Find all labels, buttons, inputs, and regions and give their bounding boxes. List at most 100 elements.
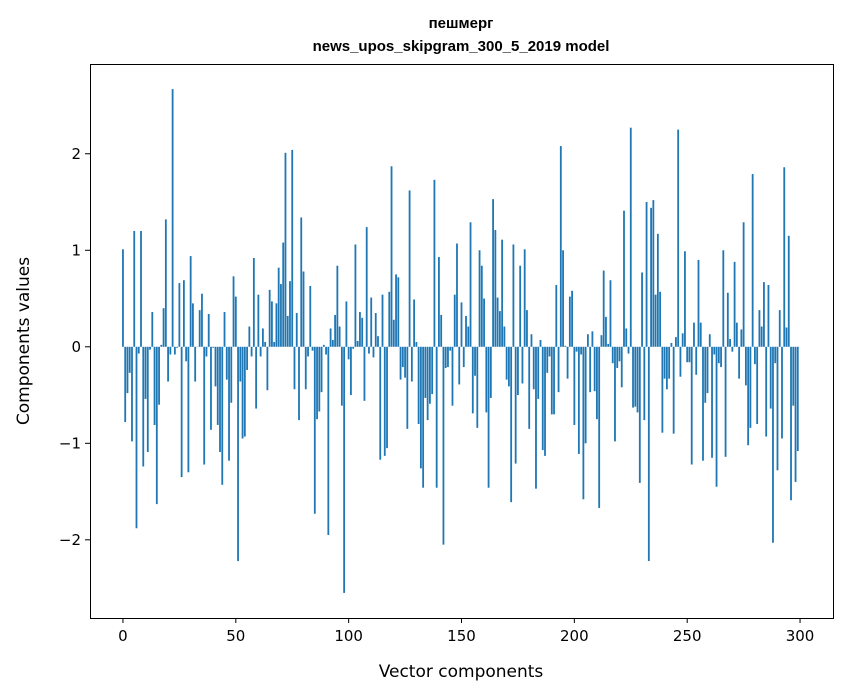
bar-component-4 — [131, 346, 133, 442]
x-tick-label: 100 — [334, 627, 363, 645]
bar-component-69 — [277, 267, 280, 347]
bar-component-118 — [388, 291, 391, 347]
bar-component-131 — [417, 346, 420, 425]
bar-component-280 — [754, 346, 756, 365]
bar-component-183 — [535, 346, 537, 489]
bar-component-172 — [510, 346, 513, 503]
bar-component-96 — [338, 326, 341, 347]
bar-component-72 — [284, 152, 287, 347]
bar-component-236 — [654, 294, 657, 347]
bar-component-99 — [345, 301, 348, 347]
bar-component-228 — [636, 346, 639, 413]
bar-component-15 — [155, 346, 158, 505]
bar-component-70 — [280, 284, 282, 347]
bar-component-38 — [207, 313, 210, 347]
bar-component-232 — [645, 202, 648, 347]
bar-component-3 — [128, 346, 131, 373]
bar-component-129 — [413, 299, 416, 347]
bar-component-16 — [158, 346, 160, 405]
bar-component-93 — [331, 340, 334, 347]
x-tick-label: 50 — [226, 627, 245, 645]
bar-component-244 — [672, 346, 675, 434]
bar-component-91 — [327, 346, 330, 535]
bar-component-161 — [485, 346, 488, 413]
bar-component-75 — [291, 149, 294, 347]
bar-component-5 — [133, 230, 136, 347]
bar-component-113 — [377, 336, 379, 347]
bar-component-165 — [494, 230, 497, 347]
bar-component-126 — [406, 346, 409, 429]
bar-component-177 — [521, 346, 524, 384]
bar-component-190 — [550, 346, 553, 415]
bar-component-115 — [381, 294, 384, 347]
bar-component-247 — [679, 346, 682, 377]
bar-component-137 — [431, 346, 434, 395]
bar-component-54 — [243, 346, 246, 437]
bar-component-212 — [600, 335, 603, 347]
bars-group — [122, 89, 799, 593]
bar-component-6 — [135, 346, 138, 529]
bar-component-121 — [395, 274, 397, 347]
bar-component-197 — [566, 346, 569, 379]
bar-component-104 — [356, 341, 359, 347]
bar-component-157 — [476, 346, 479, 428]
bar-component-174 — [514, 346, 517, 464]
bar-component-0 — [122, 249, 124, 347]
bar-component-261 — [711, 346, 713, 458]
bar-component-196 — [564, 345, 567, 347]
y-axis: −2 −1 0 1 2 — [59, 145, 90, 549]
bar-component-86 — [316, 346, 318, 420]
bar-component-219 — [616, 346, 619, 369]
bar-component-154 — [469, 222, 472, 347]
bar-component-146 — [451, 346, 454, 406]
bar-component-139 — [435, 346, 438, 488]
bar-component-277 — [747, 346, 750, 446]
bar-component-28 — [185, 346, 188, 362]
bar-component-60 — [257, 294, 260, 347]
bar-component-116 — [383, 346, 386, 456]
bar-component-143 — [444, 346, 447, 369]
bar-component-34 — [198, 310, 201, 347]
bar-component-194 — [559, 146, 562, 347]
y-axis-label: Components values — [14, 257, 34, 425]
bar-component-124 — [401, 346, 404, 368]
bar-component-53 — [241, 346, 244, 439]
bar-component-257 — [702, 346, 704, 461]
bar-component-206 — [586, 334, 589, 347]
bar-component-136 — [428, 346, 431, 404]
bar-component-178 — [523, 249, 526, 347]
bar-component-252 — [690, 346, 693, 465]
bar-component-57 — [250, 346, 253, 357]
bar-component-192 — [555, 285, 558, 347]
bar-component-226 — [632, 346, 634, 408]
bar-component-103 — [354, 244, 357, 347]
bar-component-80 — [302, 271, 305, 347]
bar-component-39 — [210, 346, 212, 430]
bar-component-227 — [634, 346, 637, 407]
y-tick-label: 2 — [71, 145, 81, 163]
bar-component-235 — [652, 200, 655, 347]
bar-component-117 — [386, 346, 388, 449]
bar-component-202 — [577, 346, 580, 454]
bar-component-148 — [456, 243, 458, 347]
bar-component-242 — [668, 346, 671, 379]
bar-component-269 — [729, 339, 731, 347]
bar-component-10 — [144, 346, 147, 399]
x-tick-label: 250 — [673, 627, 702, 645]
bar-component-243 — [670, 342, 673, 347]
bar-component-45 — [223, 312, 226, 347]
bar-component-181 — [530, 334, 533, 347]
bar-component-169 — [503, 326, 506, 347]
bar-component-41 — [214, 346, 217, 387]
bar-component-167 — [498, 311, 501, 347]
bar-component-12 — [149, 346, 151, 350]
bar-component-164 — [492, 199, 495, 347]
bar-component-125 — [404, 346, 406, 378]
bar-component-237 — [656, 233, 659, 347]
bar-component-76 — [293, 346, 296, 390]
bar-component-147 — [453, 294, 456, 347]
bar-component-259 — [706, 346, 709, 394]
bar-component-122 — [397, 277, 400, 347]
bar-component-218 — [614, 346, 616, 442]
bar-component-198 — [568, 296, 571, 347]
